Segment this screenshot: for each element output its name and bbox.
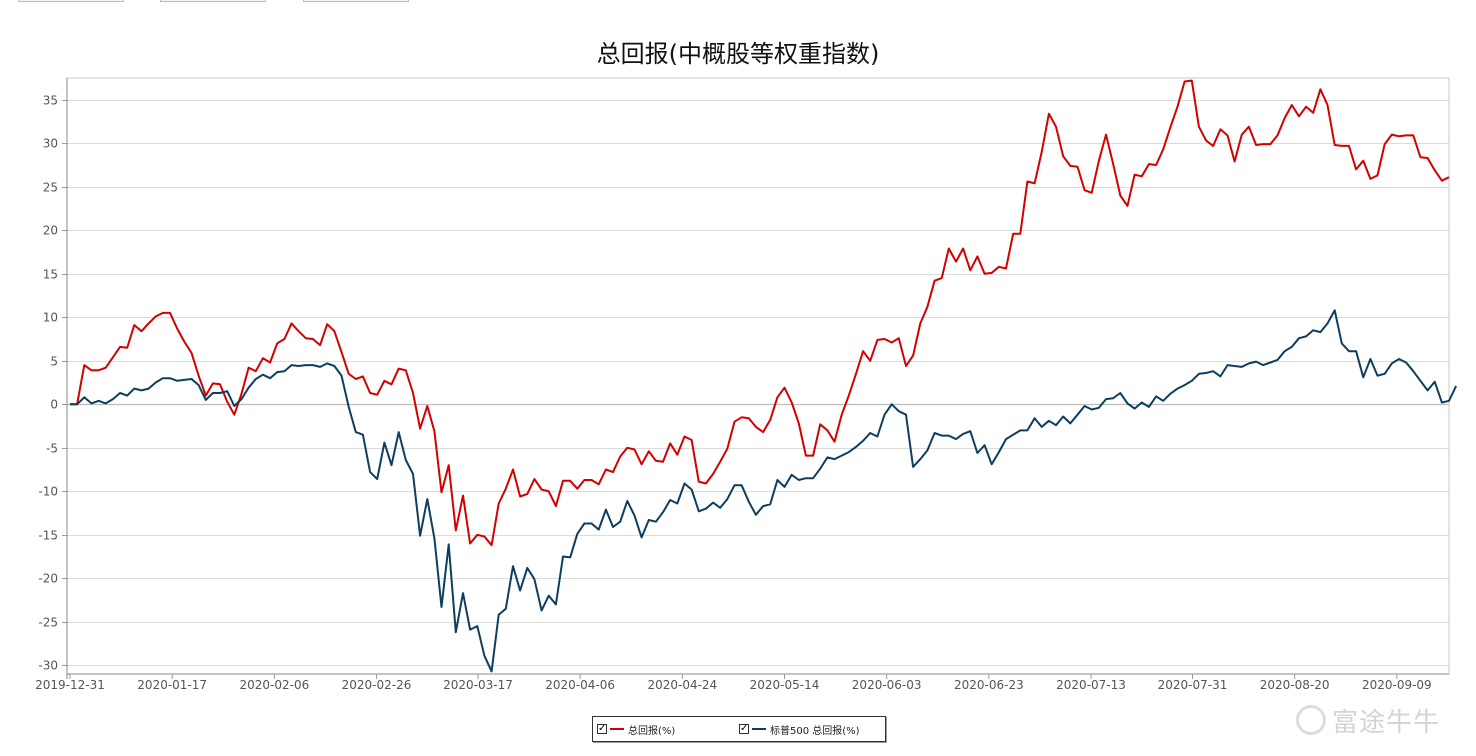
x-tick-label: 2020-05-14 [750, 678, 820, 692]
x-tick-label: 2020-03-17 [443, 678, 513, 692]
y-tick-label: -5 [46, 442, 58, 456]
y-tick-label: 25 [43, 181, 58, 195]
legend-item-total-return[interactable]: ✓ 总回报(%) [597, 722, 676, 737]
y-tick-label: -20 [38, 572, 58, 586]
x-tick-label: 2020-01-17 [137, 678, 207, 692]
axes: -30 -25 -20 -15 -10 -5 0 5 10 15 20 25 30 35 2019-12-3… [35, 78, 1449, 692]
x-tick-label: 2020-09-09 [1362, 678, 1432, 692]
y-tick-label: -30 [38, 659, 58, 673]
legend: ✓ 总回报(%) ✓ 标普500 总回报(%) [592, 716, 886, 742]
watermark-text: 富途牛牛 [1332, 707, 1441, 738]
series-line-0 [70, 79, 1450, 547]
y-tick-label: 5 [50, 355, 58, 369]
toolbar-button-1[interactable] [18, 0, 124, 2]
grid-lines [66, 77, 1450, 675]
y-tick-label: -15 [38, 529, 58, 543]
y-tick-label: 0 [50, 398, 58, 412]
x-tick-label: 2020-02-06 [239, 678, 309, 692]
series-line-1 [70, 309, 1458, 673]
y-tick-label: 15 [43, 268, 58, 282]
x-tick-label: 2020-02-26 [342, 678, 412, 692]
x-tick-label: 2020-08-20 [1260, 678, 1330, 692]
legend-label-sp500-return: 标普500 总回报(%) [770, 725, 860, 737]
plot-frame [66, 77, 1450, 675]
toolbar-button-2[interactable] [160, 0, 266, 2]
x-tick-label: 2020-07-13 [1056, 678, 1126, 692]
x-tick-label: 2020-04-24 [647, 678, 717, 692]
y-tick-label: 20 [43, 224, 58, 238]
checkbox-total-return[interactable]: ✓ [597, 723, 607, 734]
checkbox-sp500-return[interactable]: ✓ [739, 723, 749, 734]
y-tick-label: 30 [43, 137, 58, 151]
legend-swatch-navy [752, 728, 766, 730]
y-tick-label: -10 [38, 485, 58, 499]
x-tick-label: 2020-06-23 [954, 678, 1024, 692]
legend-swatch-red [610, 728, 624, 730]
series-lines [70, 79, 1458, 673]
legend-item-sp500-return[interactable]: ✓ 标普500 总回报(%) [739, 722, 860, 737]
x-tick-label: 2020-07-31 [1158, 678, 1228, 692]
legend-label-total-return: 总回报(%) [628, 725, 676, 737]
chart-title: 总回报(中概股等权重指数) [597, 40, 880, 68]
y-tick-label: -25 [38, 616, 58, 630]
x-tick-label: 2020-06-03 [852, 678, 922, 692]
y-tick-label: 35 [43, 94, 58, 108]
x-tick-label: 2020-04-06 [545, 678, 615, 692]
futu-logo-icon [1296, 705, 1326, 735]
x-tick-label: 2019-12-31 [35, 678, 105, 692]
watermark: 富途牛牛 [1296, 700, 1440, 740]
toolbar-button-3[interactable] [303, 0, 409, 2]
y-tick-label: 10 [43, 311, 58, 325]
